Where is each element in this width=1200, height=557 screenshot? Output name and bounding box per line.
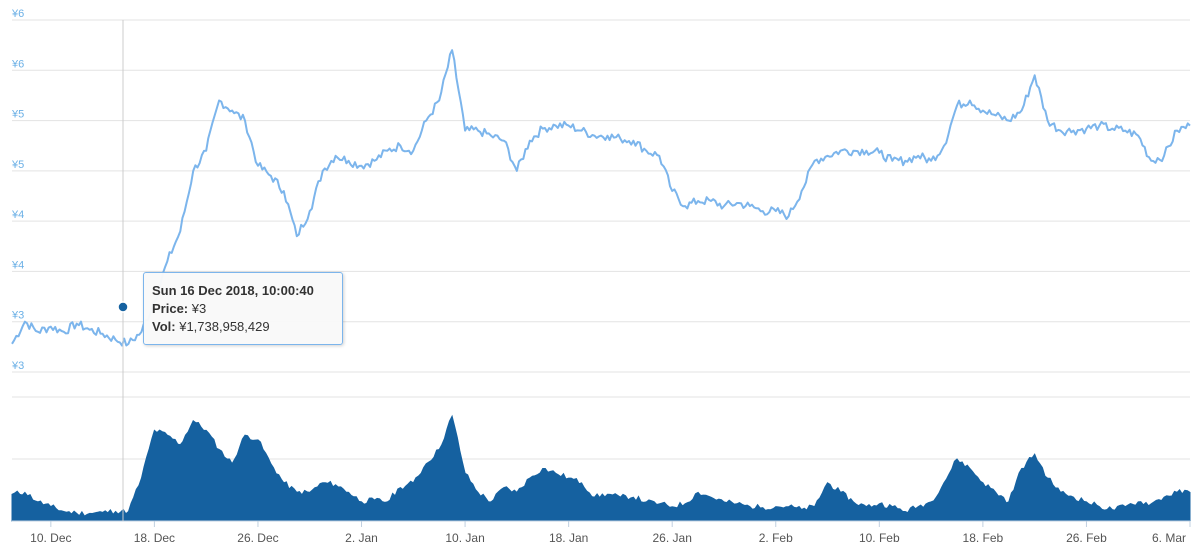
y-tick-label: ¥5 xyxy=(11,159,24,171)
hover-point-marker[interactable] xyxy=(117,301,129,313)
tooltip-price-value: ¥3 xyxy=(191,301,207,316)
y-tick-label: ¥3 xyxy=(11,360,24,372)
price-series xyxy=(11,49,1191,347)
tooltip-date: Sun 16 Dec 2018, 10:00:40 xyxy=(152,283,314,298)
x-tick-label: 10. Feb xyxy=(859,531,900,545)
x-tick-label: 10. Dec xyxy=(30,531,71,545)
tooltip-vol-value: ¥1,738,958,429 xyxy=(179,319,270,334)
x-tick-label: 18. Jan xyxy=(549,531,588,545)
x-tick-label: 26. Dec xyxy=(237,531,278,545)
x-axis-labels: 10. Dec 18. Dec 26. Dec 2. Jan 10. Jan 18. Ja… xyxy=(30,521,1191,545)
y-tick-label: ¥4 xyxy=(11,259,24,271)
x-tick-label: 26. Jan xyxy=(653,531,692,545)
x-tick-label: 26. Feb xyxy=(1066,531,1107,545)
price-line xyxy=(11,49,1191,347)
y-tick-label: ¥6 xyxy=(11,58,24,70)
tooltip-price-label: Price: xyxy=(152,301,189,316)
x-tick-label: 2. Jan xyxy=(345,531,378,545)
tooltip-vol-label: Vol: xyxy=(152,319,176,334)
y-tick-label: ¥4 xyxy=(11,209,24,221)
y-tick-label: ¥5 xyxy=(11,109,24,121)
x-tick-label: 2. Feb xyxy=(759,531,793,545)
x-tick-label: 10. Jan xyxy=(445,531,484,545)
price-tooltip: Sun 16 Dec 2018, 10:00:40 Price: ¥3 Vol:… xyxy=(143,272,343,345)
x-tick-label: 18. Feb xyxy=(963,531,1004,545)
volume-series xyxy=(11,414,1191,522)
y-tick-label: ¥3 xyxy=(11,310,24,322)
tooltip-price-row: Price: ¥3 xyxy=(152,300,334,318)
price-y-axis-labels: ¥6 ¥6 ¥5 ¥5 ¥4 ¥4 ¥3 ¥3 xyxy=(11,8,24,372)
x-tick-label: 6. Mar xyxy=(1152,531,1186,545)
volume-area xyxy=(11,414,1191,522)
y-tick-label: ¥6 xyxy=(11,8,24,20)
tooltip-vol-row: Vol: ¥1,738,958,429 xyxy=(152,318,334,336)
x-tick-label: 18. Dec xyxy=(134,531,175,545)
